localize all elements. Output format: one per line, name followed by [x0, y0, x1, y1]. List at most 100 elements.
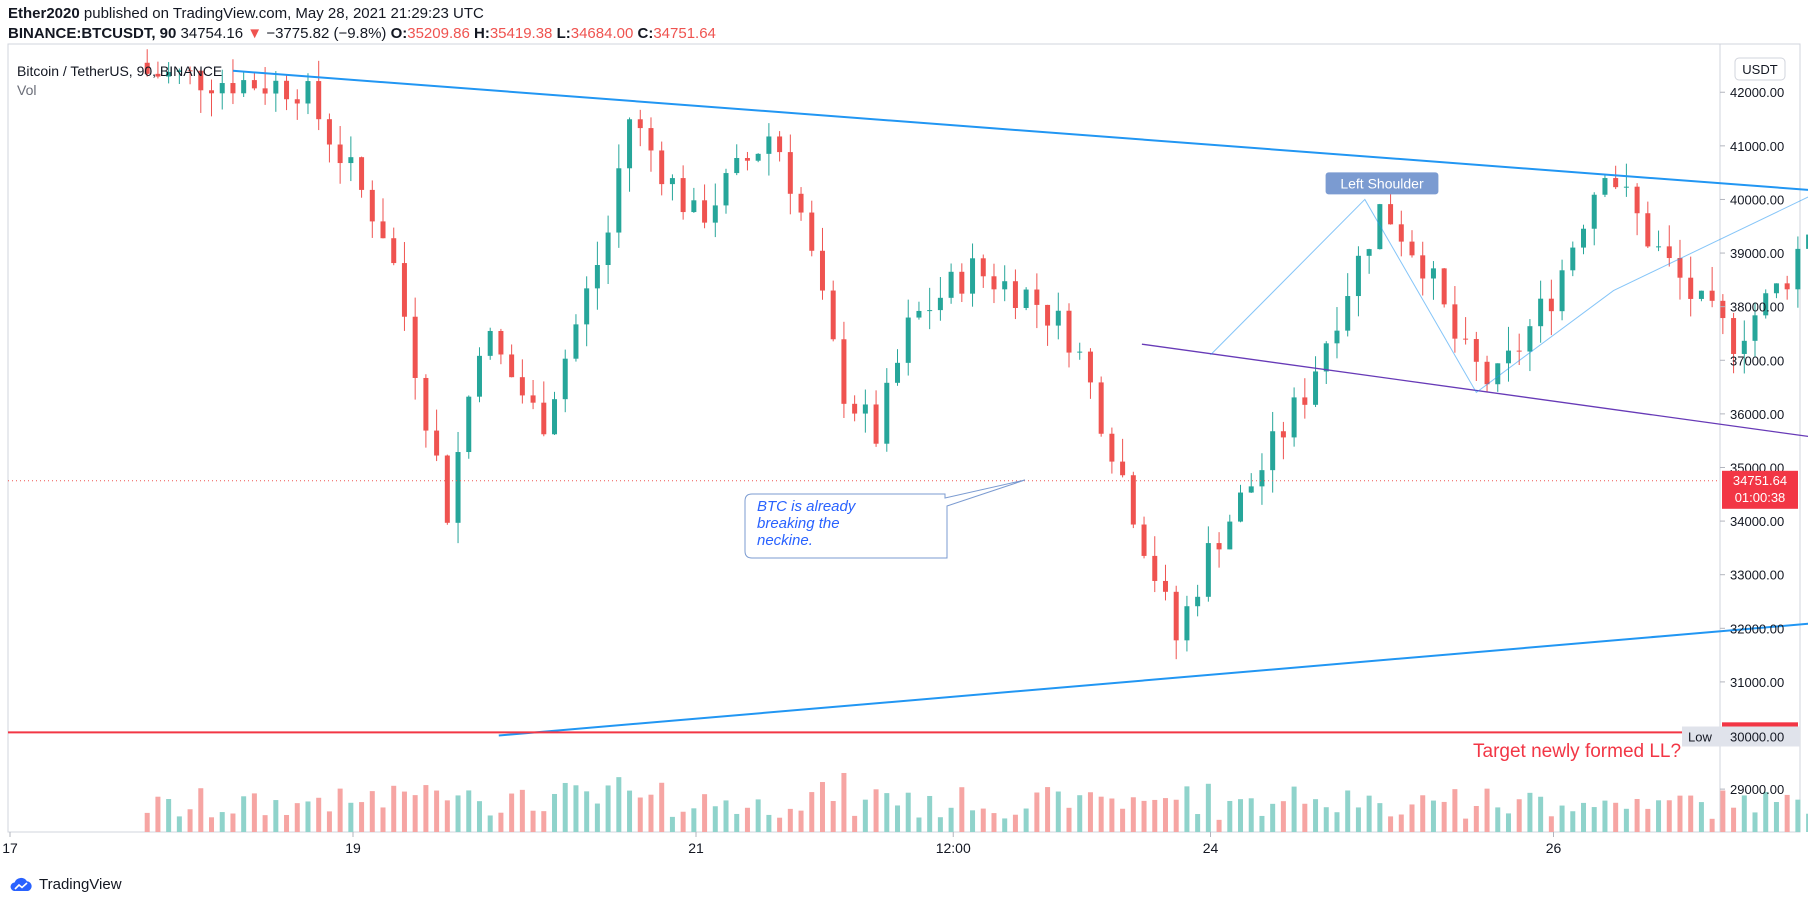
candle-body: [1087, 351, 1093, 383]
candle-body: [1355, 255, 1361, 297]
trendline-lower-support[interactable]: [498, 489, 1808, 737]
y-tick-label: 34000.00: [1730, 514, 1784, 529]
volume-bar: [991, 813, 997, 832]
candle-body: [723, 173, 729, 206]
candle-body: [305, 81, 311, 104]
candle: [616, 144, 622, 248]
candle-body: [1548, 298, 1554, 312]
volume-bar: [712, 806, 718, 832]
candle-body: [1184, 606, 1190, 641]
candle-body: [991, 276, 997, 290]
trendline-neckline[interactable]: [1141, 343, 1808, 655]
candle-body: [1591, 194, 1597, 229]
candle-body: [155, 73, 161, 77]
candle-body: [316, 81, 322, 120]
currency-badge[interactable]: USDT: [1734, 57, 1786, 81]
candle-body: [1259, 470, 1265, 487]
volume-bar: [423, 785, 429, 832]
volume-bar: [1002, 818, 1008, 832]
candle-body: [1098, 382, 1104, 434]
candle-body: [1602, 178, 1608, 195]
volume-bar: [412, 795, 418, 832]
volume-bar: [1055, 791, 1061, 832]
x-tick-label: 17: [2, 840, 18, 856]
publish-text: published on TradingView.com, May 28, 20…: [83, 5, 484, 22]
candle: [1002, 265, 1008, 302]
volume-bar: [980, 808, 986, 832]
candle-body: [980, 258, 986, 277]
candle: [1752, 302, 1758, 358]
change-value: −3775.82 (−9.8%): [266, 25, 387, 42]
candle: [1270, 411, 1276, 493]
low-tag[interactable]: Low 30000.00: [1682, 726, 1800, 747]
legend-title: Bitcoin / TetherUS, 90, BINANCE: [17, 63, 223, 79]
candle: [423, 374, 429, 448]
candle-body: [466, 396, 472, 453]
volume-bar: [1280, 801, 1286, 832]
volume-bar: [1184, 786, 1190, 832]
candle: [455, 431, 461, 544]
candle: [487, 327, 493, 360]
candle-body: [176, 70, 182, 72]
target-annotation[interactable]: Target newly formed LL?: [1473, 741, 1681, 762]
candle: [1077, 342, 1083, 360]
tradingview-branding[interactable]: TradingView: [8, 876, 122, 893]
candle-body: [348, 157, 354, 164]
candle-body: [852, 403, 858, 414]
volume-bar: [1473, 805, 1479, 832]
volume-bar: [251, 793, 257, 832]
candle-body: [798, 193, 804, 213]
pattern-outline[interactable]: [1210, 183, 1808, 403]
volume-bar: [659, 782, 665, 832]
candle-body: [262, 88, 268, 94]
volume-bar: [1313, 799, 1319, 832]
volume-bar: [198, 788, 204, 832]
candle: [251, 71, 257, 91]
candle-body: [1677, 258, 1683, 278]
candle-body: [637, 119, 643, 129]
candle: [1495, 363, 1501, 392]
candle: [1205, 526, 1211, 602]
y-tick-label: 29000.00: [1730, 782, 1784, 797]
currency-label: USDT: [1742, 62, 1777, 77]
volume-bar: [541, 811, 547, 832]
pattern-label[interactable]: Left Shoulder: [1325, 172, 1439, 195]
candle-body: [1130, 475, 1136, 525]
price-tag[interactable]: 34751.64 01:00:38: [1722, 470, 1798, 509]
candle: [509, 344, 515, 378]
volume-bar: [1484, 788, 1490, 832]
candle-body: [766, 136, 772, 154]
candle: [1012, 269, 1018, 320]
volume-bar: [1087, 792, 1093, 832]
candle: [498, 328, 504, 365]
candle-body: [1205, 543, 1211, 597]
candle: [176, 68, 182, 85]
candle-body: [1709, 290, 1715, 301]
candle-body: [916, 310, 922, 318]
volume-bar: [1645, 808, 1651, 832]
candle: [1698, 290, 1704, 302]
volume-bar: [830, 801, 836, 832]
volume-bar: [401, 791, 407, 832]
candle: [187, 66, 193, 85]
volume-bar: [744, 807, 750, 832]
volume-bar: [241, 796, 247, 832]
trendline-upper-resistance[interactable]: [232, 69, 1808, 310]
candle-body: [1763, 293, 1769, 316]
x-tick-label: 21: [688, 840, 704, 856]
candle-body: [819, 250, 825, 291]
volume-bar: [1195, 814, 1201, 832]
y-tick-label: 41000.00: [1730, 139, 1784, 154]
candle: [1430, 261, 1436, 300]
candle: [1280, 421, 1286, 460]
candle-body: [1034, 289, 1040, 305]
author-name[interactable]: Ether2020: [8, 5, 80, 22]
volume-bar: [509, 793, 515, 832]
volume-bar: [1259, 815, 1265, 832]
candle-body: [241, 80, 247, 94]
volume-bar: [1023, 808, 1029, 832]
candle-body: [294, 99, 300, 104]
candle: [980, 254, 986, 288]
